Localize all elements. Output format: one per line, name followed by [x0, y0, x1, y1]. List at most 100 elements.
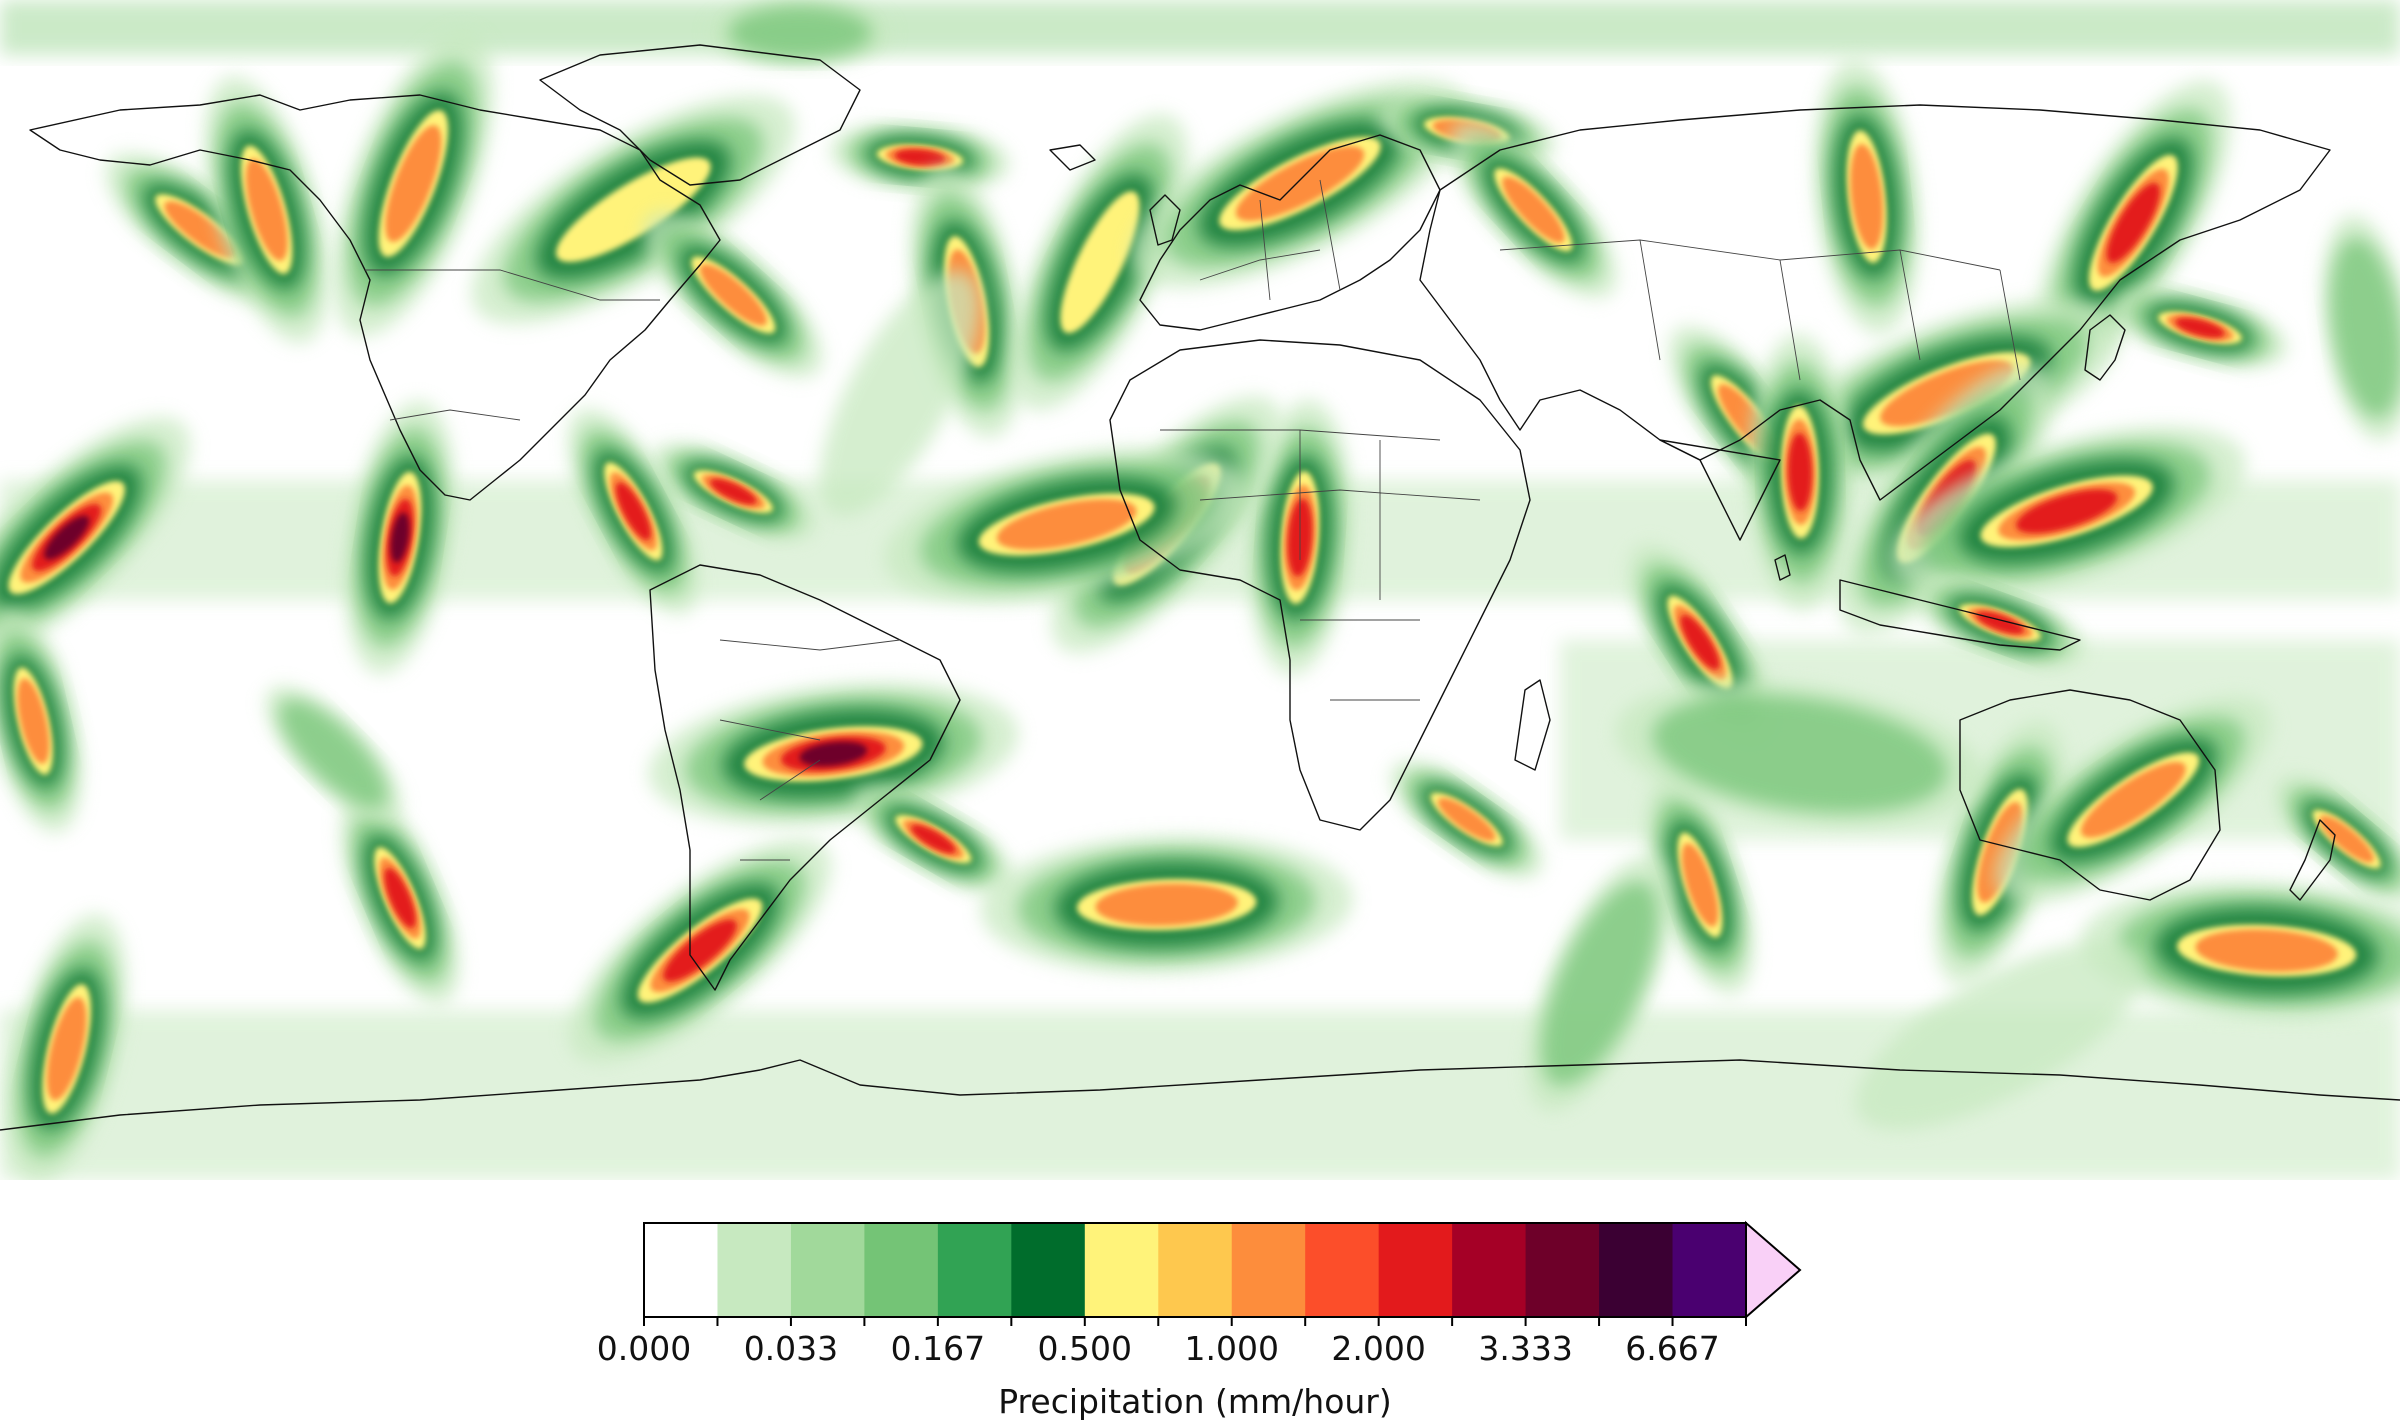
precip-core [1880, 360, 2014, 427]
colorbar-tick-label: 1.000 [1184, 1329, 1278, 1368]
colorbar-tick-label: 0.167 [891, 1329, 985, 1368]
precip-region-madagascar-south [1390, 761, 1543, 878]
precip-region-scandinavia [1131, 79, 1469, 288]
asia-borders [1499, 239, 2021, 381]
precip-core [1502, 176, 1565, 243]
sri-lanka-outline [1774, 554, 1791, 581]
precip-core [894, 149, 946, 166]
precip-region-pacific-itcz-east [345, 401, 455, 675]
precip-field-layer [0, 0, 2400, 1180]
precip-core [385, 125, 442, 242]
precip-core [46, 997, 87, 1101]
colorbar-canvas: 0.000 0.033 0.167 0.500 1.000 2.000 3.333 6.667… [597, 1220, 1802, 1421]
japan-outline [2084, 314, 2126, 381]
precip-shell [1652, 694, 1948, 813]
colorbar-segment [790, 1223, 865, 1317]
us-mexico-border [389, 409, 521, 421]
precip-region-north-atlantic-broad [819, 270, 981, 517]
colorbar-segment [644, 1223, 718, 1317]
precip-core [709, 478, 757, 505]
africa-outline [1109, 339, 1531, 831]
north-america-outline [29, 94, 721, 501]
precip-region-caribbean [650, 443, 817, 541]
australia-outline [1959, 689, 2221, 901]
colorbar-segment [717, 1223, 792, 1317]
madagascar-outline [1514, 679, 1551, 771]
precip-region-greenland-south [830, 123, 1010, 192]
precip-core [1060, 191, 1140, 334]
colorbar-ticks: 0.000 0.033 0.167 0.500 1.000 2.000 3.333 6.667 [597, 1317, 1747, 1368]
map-canvas [0, 0, 2400, 1180]
precip-core [2175, 317, 2225, 338]
precip-core [996, 499, 1137, 550]
precip-region-south-pacific-west [0, 609, 82, 833]
colorbar-segment [1084, 1223, 1159, 1317]
colorbar-segment [1525, 1223, 1600, 1317]
precip-region-south-atlantic-front [853, 785, 1014, 893]
precip-shell [819, 270, 981, 517]
precip-region-canada-west [333, 30, 494, 337]
precip-region-bay-of-bengal [1749, 334, 1851, 610]
precip-region-east-china [1772, 299, 2122, 488]
europe-borders [1199, 179, 1341, 301]
coastlines-layer [0, 44, 2400, 1131]
colorbar-segment [1011, 1223, 1086, 1317]
antarctica-outline [0, 1059, 2400, 1131]
colorbar-segment [1305, 1223, 1380, 1317]
precip-core [2080, 761, 2186, 838]
precip-core [2016, 489, 2118, 534]
colorbar-tick-label: 0.033 [744, 1329, 838, 1368]
precip-region-southern-pacific-cyclone [341, 791, 459, 1005]
precip-region-new-zealand [2274, 775, 2400, 903]
british-isles-outline [1149, 194, 1181, 246]
precip-core [1850, 144, 1884, 250]
precip-core [1977, 801, 2023, 903]
africa-borders [1160, 429, 1481, 701]
south-america-outline [649, 564, 961, 991]
precip-core [1095, 883, 1238, 926]
precip-region-arctic-band [710, 0, 890, 66]
colorbar-segment [1452, 1223, 1527, 1317]
colorbar-segment [1158, 1223, 1233, 1317]
country-borders-layer [365, 179, 2021, 861]
precip-region-pacific-itcz-west [0, 417, 191, 658]
precip-region-pacific-south-west [7, 914, 127, 1180]
precip-region-south-america-sacz [648, 682, 1019, 826]
precip-core [164, 201, 236, 258]
precip-region-north-pacific-broad [2322, 214, 2400, 441]
precip-shell [1541, 881, 1659, 1086]
colorbar-segment [1599, 1223, 1674, 1317]
colorbar-segment [1378, 1223, 1453, 1317]
precipitation-map [0, 0, 2400, 1180]
precip-core [663, 919, 737, 982]
precip-region-japan-east [2112, 288, 2288, 368]
precip-region-atlantic-itcz [884, 447, 1250, 602]
precip-core [799, 741, 868, 767]
colorbar: 0.000 0.033 0.167 0.500 1.000 2.000 3.333 6.667… [0, 1180, 2400, 1424]
colorbar-tick-label: 2.000 [1331, 1329, 1425, 1368]
precip-core [699, 264, 767, 326]
greenland-outline [539, 44, 861, 186]
precip-region-siberia-east [1814, 59, 1920, 335]
precip-core [245, 158, 288, 261]
colorbar-frame [643, 1222, 1747, 1318]
colorbar-segment [864, 1223, 939, 1317]
new-zealand-outline [2289, 819, 2336, 901]
colorbar-segment [1231, 1223, 1306, 1317]
precip-core [2106, 182, 2160, 263]
precip-core [2319, 815, 2374, 863]
precip-region-philippines-east [1887, 426, 2246, 597]
colorbar-segments [644, 1223, 1747, 1317]
precip-shell [2330, 237, 2400, 419]
precip-core [1681, 843, 1719, 927]
colorbar-tick-label: 6.667 [1625, 1329, 1719, 1368]
colorbar-tick-label: 0.500 [1038, 1329, 1132, 1368]
colorbar-segment [1672, 1223, 1747, 1317]
south-america-borders [719, 639, 901, 861]
india-outline [1659, 439, 1781, 541]
precip-core [44, 515, 90, 560]
colorbar-tick-label: 0.000 [597, 1329, 691, 1368]
precip-core [1680, 614, 1720, 671]
precip-region-australia-southeast [1994, 696, 2272, 903]
precip-region-alaska-gulf [204, 76, 329, 344]
